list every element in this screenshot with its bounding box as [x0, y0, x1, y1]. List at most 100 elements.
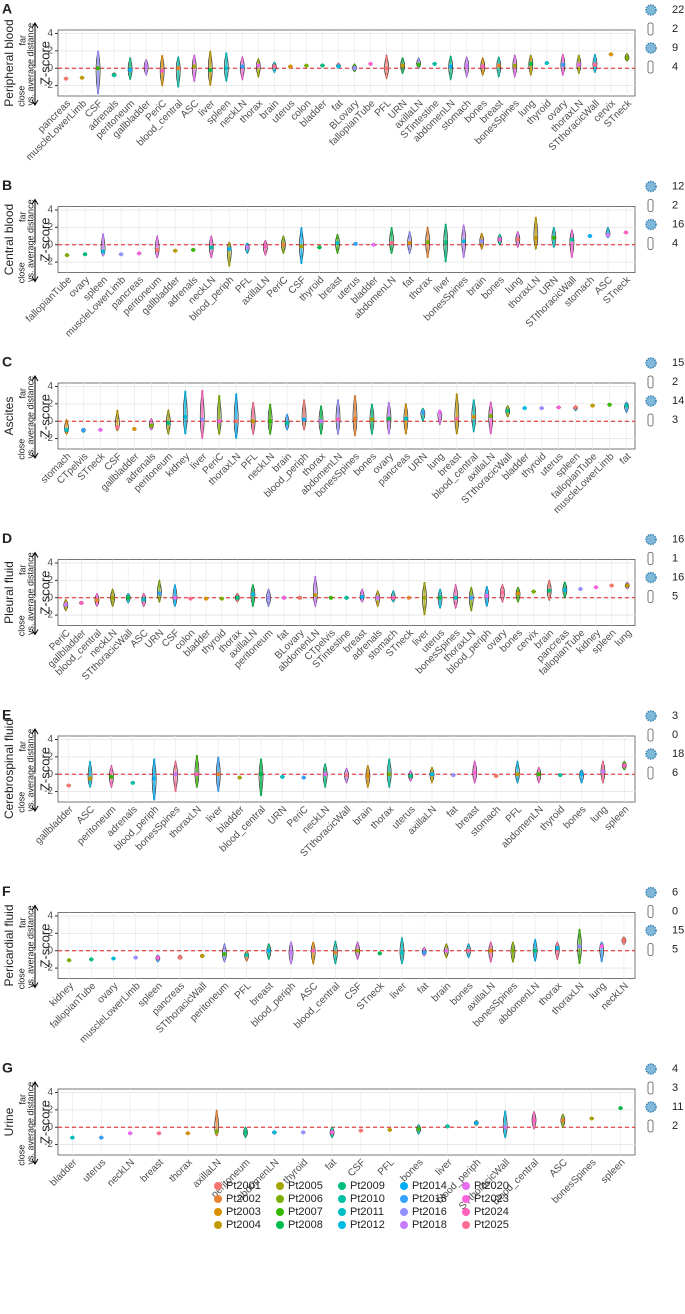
violin: [267, 403, 273, 436]
median-point: [607, 402, 612, 407]
median-point: [624, 403, 629, 408]
count-label: 14: [672, 395, 684, 407]
y-tick-label: 0: [47, 416, 53, 427]
legend-label: Pt2011: [350, 1206, 384, 1218]
legend-label: Pt2005: [288, 1180, 323, 1192]
tube-icon: [647, 237, 654, 250]
violin: [333, 940, 338, 965]
median-point: [505, 408, 510, 413]
row-label: Pleural fluid: [2, 561, 16, 624]
count-label: 11: [672, 1101, 683, 1113]
far-label: far: [17, 917, 27, 928]
far-label: far: [17, 211, 27, 222]
median-point: [156, 1131, 161, 1136]
median-point: [133, 955, 138, 960]
y-tick-label: 2: [47, 222, 53, 233]
median-point: [137, 251, 142, 256]
tube-icon: [647, 766, 654, 780]
median-point: [160, 68, 165, 73]
median-point: [130, 780, 135, 785]
median-point: [432, 61, 437, 66]
median-point: [577, 944, 582, 949]
median-point: [479, 239, 484, 244]
violin: [531, 1110, 537, 1130]
median-point: [311, 948, 316, 953]
median-point: [243, 1130, 248, 1135]
legend-label: Pt2016: [412, 1206, 447, 1218]
legend-label: Pt2007: [288, 1206, 323, 1218]
tube-icon: [647, 413, 654, 427]
median-point: [600, 769, 605, 774]
median-point: [522, 406, 527, 411]
legend-swatch: [214, 1221, 222, 1229]
median-point: [282, 595, 287, 600]
median-point: [389, 240, 394, 245]
violin: [386, 758, 392, 789]
violin: [443, 223, 449, 263]
median-point: [608, 52, 613, 57]
count-label: 16: [672, 571, 684, 583]
cell-icon: [645, 710, 657, 722]
median-point: [66, 783, 71, 788]
median-point: [408, 773, 413, 778]
legend-swatch: [400, 1221, 408, 1229]
panel-letter: B: [2, 177, 12, 193]
median-point: [387, 772, 392, 777]
row-label: Cerebrospinal fluid: [2, 719, 16, 819]
y-axis-label: Z-score: [37, 41, 52, 85]
median-point: [112, 73, 117, 78]
legend-swatch: [214, 1182, 222, 1190]
median-point: [333, 950, 338, 955]
legend-label: Pt2009: [350, 1180, 385, 1192]
median-point: [471, 414, 476, 419]
median-point: [109, 774, 114, 779]
tube-icon: [647, 943, 654, 956]
median-point: [558, 773, 563, 778]
median-point: [192, 64, 197, 69]
tube-icon: [647, 60, 654, 74]
median-point: [515, 237, 520, 242]
tube-icon: [647, 375, 654, 389]
violin: [551, 226, 557, 249]
direction-arrow: [31, 22, 39, 106]
median-point: [422, 950, 427, 955]
legend-label: Pt2010: [350, 1193, 385, 1205]
violin: [546, 579, 552, 602]
tube-icon: [647, 199, 654, 212]
median-point: [375, 595, 380, 600]
median-point: [336, 64, 341, 69]
median-point: [126, 595, 131, 600]
violin: [359, 588, 365, 603]
median-point: [328, 595, 333, 600]
y-tick-label: 0: [47, 592, 53, 603]
direction-arrow: [31, 728, 39, 812]
y-tick-label: 4: [47, 558, 53, 569]
y-axis-label: Z-score: [37, 394, 52, 438]
cell-icon: [645, 1063, 657, 1075]
x-tick-label: CSF: [346, 1157, 368, 1179]
violin: [484, 585, 490, 608]
y-tick-label: 4: [47, 1087, 53, 1098]
violin: [468, 586, 474, 612]
row-label: Urine: [2, 1107, 16, 1136]
violin: [515, 586, 521, 603]
median-point: [623, 230, 628, 235]
cell-icon: [645, 4, 657, 16]
y-axis-label: Z-score: [37, 923, 52, 967]
violin: [600, 760, 606, 784]
median-point: [224, 66, 229, 71]
legend-swatch: [462, 1221, 470, 1229]
median-point: [352, 66, 357, 71]
median-point: [556, 405, 561, 410]
median-point: [386, 416, 391, 421]
violin: [533, 216, 539, 251]
median-point: [352, 416, 357, 421]
median-point: [510, 948, 515, 953]
panel-letter: D: [2, 530, 12, 546]
violin: [425, 226, 430, 258]
legend-label: Pt2012: [350, 1219, 385, 1231]
median-point: [454, 416, 459, 421]
count-label: 0: [672, 729, 678, 741]
count-label: 6: [672, 767, 678, 779]
count-label: 16: [672, 218, 684, 230]
